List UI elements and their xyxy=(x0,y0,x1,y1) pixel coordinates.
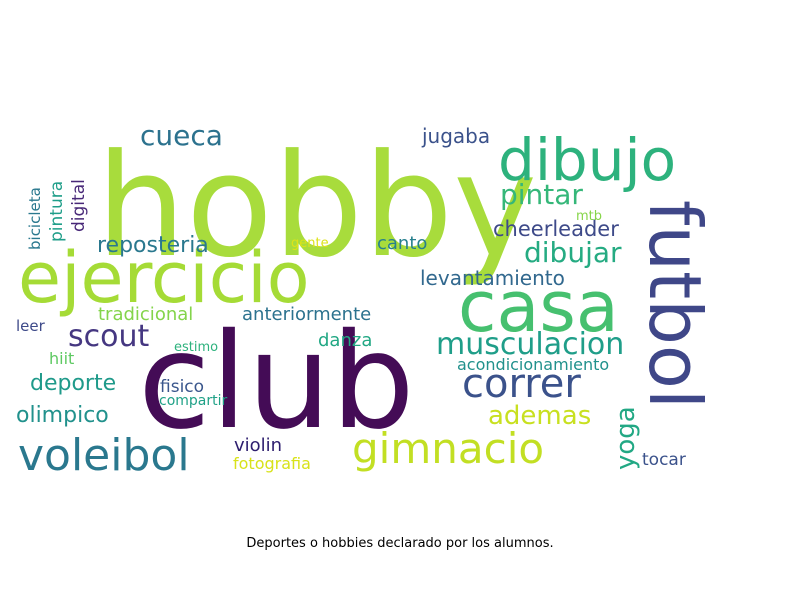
word-levantamiento: levantamiento xyxy=(420,266,565,290)
word-pintura: pintura xyxy=(47,181,67,242)
word-acondicionamiento: acondicionamiento xyxy=(457,355,609,374)
word-cheerleader: cheerleader xyxy=(493,217,619,241)
word-reposteria: reposteria xyxy=(97,233,209,258)
word-casa: casa xyxy=(458,266,619,348)
word-bicicleta: bicicleta xyxy=(26,187,44,250)
word-estimo: estimo xyxy=(174,340,218,355)
word-deporte: deporte xyxy=(30,371,116,396)
word-correr: correr xyxy=(462,361,581,407)
word-cueca: cueca xyxy=(140,119,223,152)
word-voleibol: voleibol xyxy=(18,430,190,481)
figure-caption: Deportes o hobbies declarado por los alu… xyxy=(246,536,554,551)
word-pintar: pintar xyxy=(500,178,583,211)
word-ademas: ademas xyxy=(488,401,591,431)
word-anteriormente: anteriormente xyxy=(242,304,371,325)
word-club: club xyxy=(138,305,415,459)
word-futbol: futbol xyxy=(633,200,717,409)
word-canto: canto xyxy=(377,233,427,254)
word-hiit: hiit xyxy=(49,349,74,368)
word-leer: leer xyxy=(16,317,46,335)
word-fotografia: fotografia xyxy=(233,454,311,473)
word-scout: scout xyxy=(68,319,149,354)
word-fisico: fisico xyxy=(160,377,204,397)
word-yoga: yoga xyxy=(611,406,641,470)
word-tradicional: tradicional xyxy=(98,304,193,325)
word-dibujo: dibujo xyxy=(498,126,676,194)
word-digital: digital xyxy=(69,179,89,232)
word-mtb: mtb xyxy=(576,209,602,224)
word-ejercicio: ejercicio xyxy=(18,237,310,319)
word-dibujar: dibujar xyxy=(524,236,622,269)
word-tocar: tocar xyxy=(642,450,686,470)
word-hobby: hobby xyxy=(96,124,537,289)
word-compartir: compartir xyxy=(159,393,228,409)
word-gimnacio: gimnacio xyxy=(352,424,544,473)
word-gente: gente xyxy=(291,236,329,251)
word-jugaba: jugaba xyxy=(421,124,490,148)
word-olimpico: olimpico xyxy=(16,403,109,428)
word-musculacion: musculacion xyxy=(436,327,624,362)
word-violin: violin xyxy=(234,435,282,456)
word-danza: danza xyxy=(318,330,372,351)
